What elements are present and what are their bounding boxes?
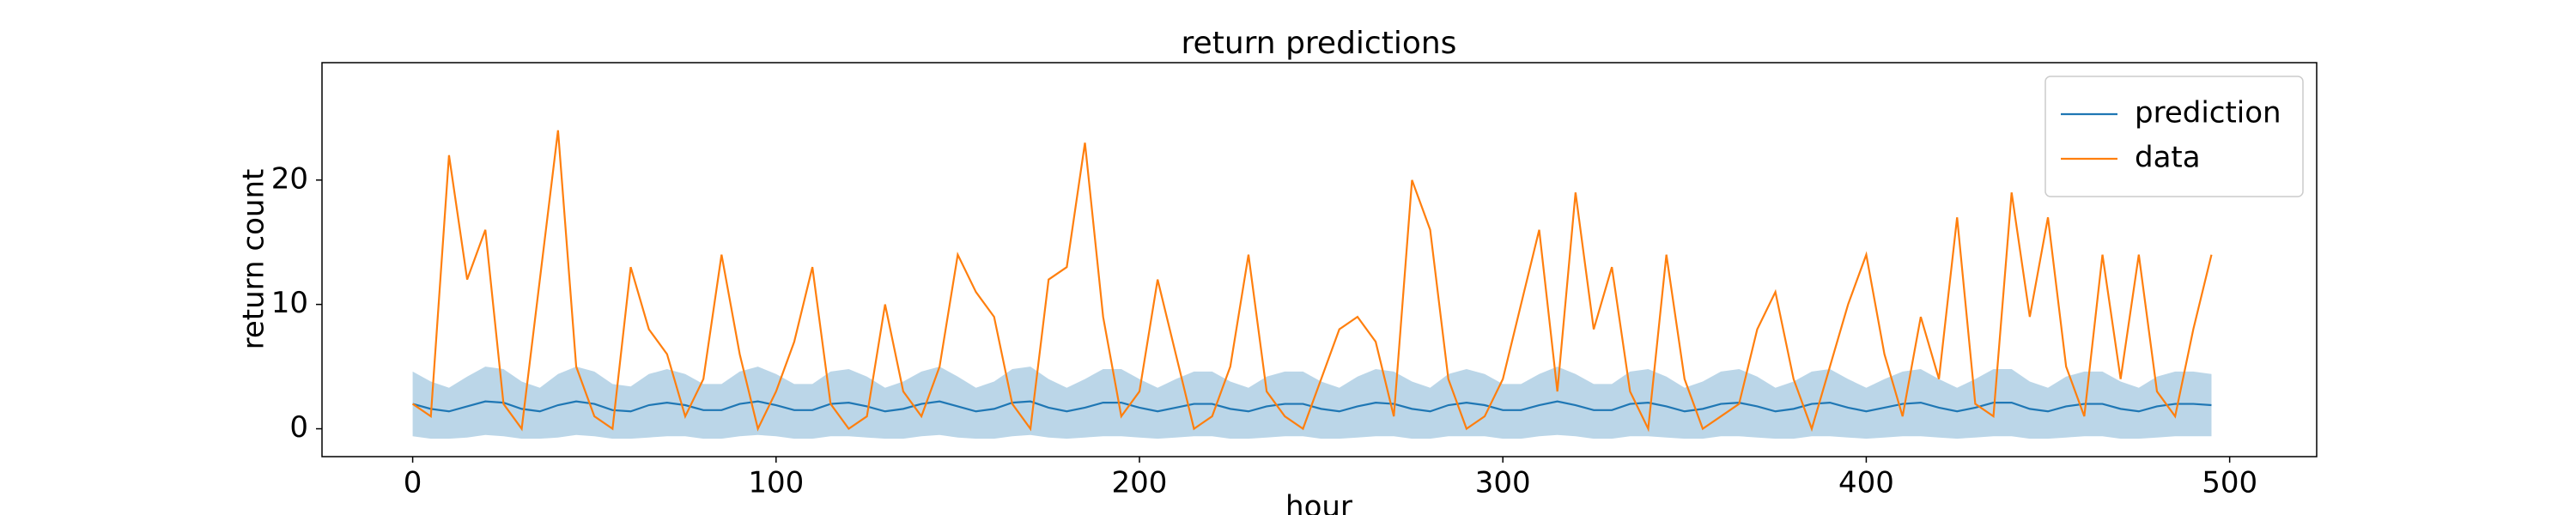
y-tick-label: 20 [271, 161, 308, 196]
x-tick-label: 400 [1838, 466, 1894, 500]
legend-label: data [2135, 141, 2201, 175]
y-tick-label: 10 [271, 286, 308, 320]
x-tick-label: 0 [404, 466, 422, 500]
legend-box [2044, 76, 2304, 197]
x-tick-label: 200 [1112, 466, 1168, 500]
x-axis-label: hour [1285, 490, 1352, 515]
x-tick-label: 500 [2202, 466, 2257, 500]
legend-label: prediction [2135, 96, 2281, 130]
y-tick-label: 0 [289, 410, 308, 445]
x-tick-label: 300 [1475, 466, 1531, 500]
x-tick-label: 100 [748, 466, 804, 500]
y-axis-label: return count [237, 169, 271, 350]
chart-title: return predictions [1182, 26, 1457, 61]
plot-frame [321, 62, 2318, 457]
legend: prediction data [2044, 76, 2304, 197]
line-series [411, 130, 2213, 433]
